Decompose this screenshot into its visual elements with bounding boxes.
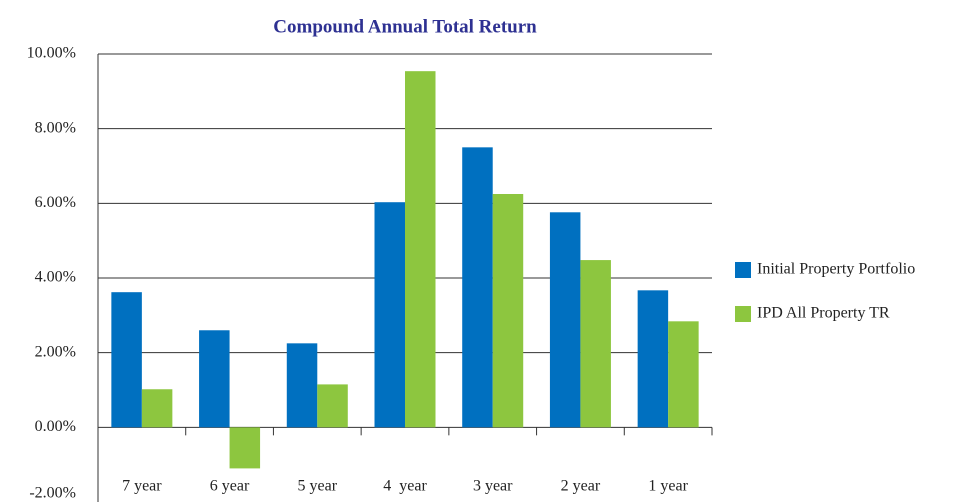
legend-label: Initial Property Portfolio (757, 261, 915, 278)
bar (317, 384, 348, 428)
y-tick-label: 0.00% (35, 418, 76, 435)
x-tick-label: 2 year (561, 478, 601, 495)
y-tick-label: 4.00% (35, 269, 76, 286)
x-tick-label: 4 year (383, 478, 427, 495)
x-tick-label: 5 year (298, 478, 338, 495)
bar (229, 427, 261, 469)
x-tick-label: 6 year (210, 478, 250, 495)
bar (637, 290, 669, 428)
y-tick-label: 8.00% (35, 119, 76, 136)
x-tick-label: 1 year (648, 478, 688, 495)
x-tick-label: 3 year (473, 478, 513, 495)
bar (199, 330, 230, 428)
bar (286, 343, 318, 428)
bar (374, 202, 405, 428)
y-tick-label: 10.00% (27, 45, 76, 62)
y-tick-label: 2.00% (35, 343, 76, 360)
legend-swatch (735, 262, 751, 278)
legend-label: IPD All Property TR (757, 305, 890, 322)
bar (668, 321, 699, 428)
bar (111, 292, 142, 428)
bar (141, 389, 173, 428)
bar (462, 147, 493, 428)
bar (492, 194, 524, 428)
bar (405, 71, 436, 428)
bar (549, 212, 581, 428)
y-tick-label: -2.00% (29, 485, 76, 502)
legend-swatch (735, 306, 751, 322)
y-tick-label: 6.00% (35, 194, 76, 211)
bar (580, 260, 611, 428)
x-tick-label: 7 year (122, 478, 162, 495)
chart-title: Compound Annual Total Return (273, 16, 537, 37)
